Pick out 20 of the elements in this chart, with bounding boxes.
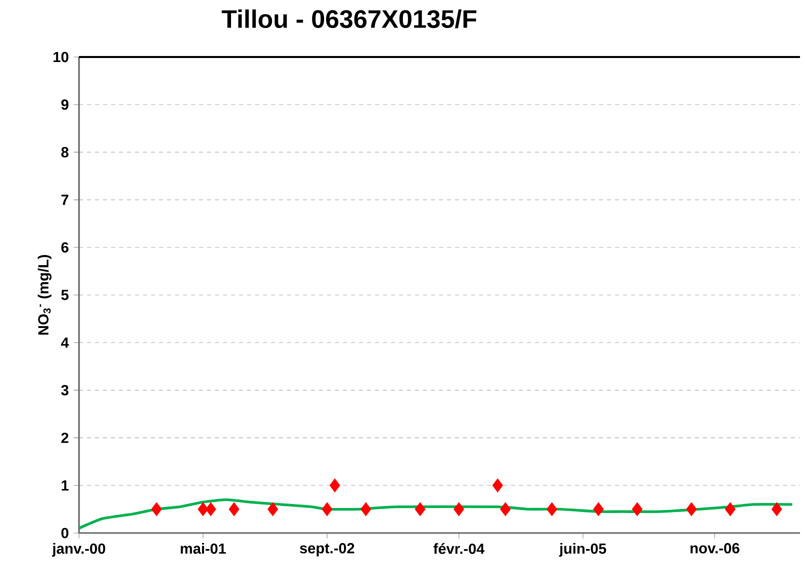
- y-tick-label: 6: [61, 242, 68, 253]
- x-tick-label: sept.-02: [300, 543, 354, 556]
- y-tick-label: 9: [61, 99, 68, 110]
- y-tick-label: 10: [54, 52, 68, 62]
- x-tick-label: janv.-00: [52, 543, 106, 557]
- y-tick-label: 3: [61, 385, 68, 396]
- y-tick-label: 0: [61, 528, 68, 538]
- y-tick-label: 8: [61, 147, 68, 158]
- y-tick-label: 5: [61, 290, 69, 300]
- y-axis-title: NO$_{3}$$^{-}$ (mg/L): [38, 255, 52, 335]
- y-tick-label: 7: [61, 194, 68, 205]
- x-tick-label: févr.-04: [433, 543, 484, 554]
- y-tick-label: 1: [62, 480, 69, 490]
- x-tick-label: juin-05: [559, 543, 606, 557]
- x-tick-label: nov.-06: [690, 543, 740, 554]
- x-tick-label: mai-01: [180, 543, 226, 554]
- y-tick-label: 4: [61, 338, 69, 348]
- y-tick-label: 2: [61, 432, 68, 443]
- line-series: [78, 498, 794, 530]
- chart-title: Tillou - 06367X0135/F: [222, 9, 476, 28]
